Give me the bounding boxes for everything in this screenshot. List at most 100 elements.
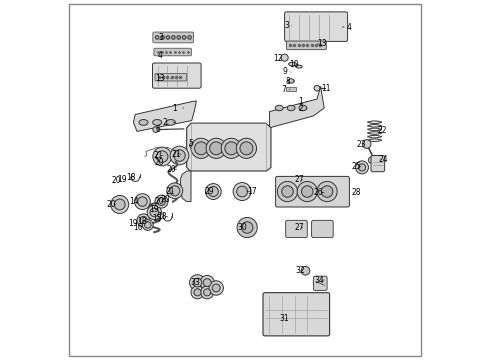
Text: 13: 13	[318, 40, 327, 49]
Text: 11: 11	[321, 84, 331, 93]
FancyBboxPatch shape	[263, 293, 330, 336]
Circle shape	[237, 186, 247, 197]
Text: 19: 19	[117, 175, 127, 184]
Text: 18: 18	[138, 217, 148, 226]
Circle shape	[210, 142, 222, 155]
Text: 21: 21	[165, 187, 175, 196]
Circle shape	[150, 208, 159, 217]
Circle shape	[301, 266, 310, 275]
Text: 27: 27	[294, 223, 304, 232]
Ellipse shape	[368, 157, 377, 164]
Text: 7: 7	[281, 85, 290, 94]
Circle shape	[170, 146, 189, 165]
Bar	[286, 87, 296, 91]
Circle shape	[182, 36, 186, 39]
Circle shape	[277, 181, 297, 202]
Text: 16: 16	[133, 223, 143, 232]
Text: 10: 10	[289, 60, 298, 69]
Circle shape	[206, 138, 226, 158]
FancyBboxPatch shape	[285, 12, 347, 41]
FancyBboxPatch shape	[286, 220, 307, 238]
Circle shape	[233, 183, 251, 201]
Text: 19: 19	[128, 219, 138, 228]
Circle shape	[201, 286, 214, 299]
Polygon shape	[133, 101, 196, 131]
Circle shape	[147, 205, 162, 220]
Bar	[191, 123, 266, 170]
Circle shape	[195, 142, 208, 155]
Circle shape	[167, 183, 183, 199]
FancyBboxPatch shape	[275, 176, 349, 207]
Circle shape	[204, 289, 211, 296]
Circle shape	[209, 281, 223, 295]
Ellipse shape	[289, 62, 296, 66]
Text: 20: 20	[154, 197, 164, 206]
Circle shape	[200, 275, 215, 290]
Text: 24: 24	[379, 154, 389, 163]
Circle shape	[143, 220, 153, 230]
Circle shape	[205, 184, 221, 199]
Text: 26: 26	[314, 188, 324, 197]
Text: 9: 9	[283, 68, 291, 77]
Text: 5: 5	[189, 139, 194, 148]
Text: 14: 14	[129, 197, 139, 206]
Polygon shape	[187, 123, 271, 171]
Circle shape	[155, 36, 159, 39]
FancyBboxPatch shape	[154, 48, 192, 56]
Ellipse shape	[287, 105, 295, 111]
Text: 18: 18	[157, 212, 168, 221]
Polygon shape	[180, 171, 191, 202]
Circle shape	[236, 138, 257, 158]
FancyBboxPatch shape	[312, 220, 333, 238]
Circle shape	[358, 164, 366, 171]
Text: 3: 3	[158, 33, 169, 42]
Circle shape	[138, 197, 147, 206]
FancyBboxPatch shape	[286, 41, 326, 50]
Text: 4: 4	[342, 22, 352, 31]
Text: 23: 23	[356, 140, 366, 149]
FancyBboxPatch shape	[152, 63, 201, 88]
Circle shape	[221, 138, 242, 158]
Circle shape	[114, 199, 125, 210]
Circle shape	[161, 36, 164, 39]
Text: 18: 18	[126, 173, 135, 181]
Text: 22: 22	[377, 126, 387, 135]
Circle shape	[281, 54, 288, 61]
Circle shape	[156, 151, 168, 162]
Text: 27: 27	[294, 175, 304, 184]
Circle shape	[203, 279, 211, 287]
Circle shape	[194, 289, 201, 296]
Circle shape	[111, 195, 129, 213]
FancyBboxPatch shape	[314, 276, 327, 291]
Circle shape	[191, 138, 211, 158]
Ellipse shape	[296, 65, 302, 68]
Text: 29: 29	[205, 187, 215, 196]
Circle shape	[212, 284, 220, 292]
Circle shape	[190, 143, 195, 148]
Text: 3: 3	[284, 21, 292, 30]
Ellipse shape	[288, 79, 294, 83]
FancyBboxPatch shape	[371, 156, 385, 172]
Text: 15: 15	[152, 214, 162, 223]
Circle shape	[153, 147, 172, 166]
Circle shape	[153, 127, 159, 132]
Circle shape	[170, 186, 180, 196]
Circle shape	[301, 186, 313, 197]
Text: 31: 31	[279, 314, 289, 323]
FancyBboxPatch shape	[155, 73, 187, 81]
Circle shape	[137, 214, 150, 227]
Circle shape	[191, 286, 204, 299]
Text: 2: 2	[163, 118, 175, 127]
Text: 20: 20	[107, 200, 117, 209]
Text: 30: 30	[237, 223, 247, 232]
Ellipse shape	[139, 120, 148, 125]
Text: 8: 8	[285, 77, 294, 85]
Text: 1: 1	[298, 97, 307, 106]
Ellipse shape	[153, 120, 162, 125]
Circle shape	[242, 222, 253, 233]
Circle shape	[166, 36, 170, 39]
Circle shape	[314, 85, 320, 91]
Circle shape	[174, 150, 185, 161]
Text: 13: 13	[156, 74, 171, 83]
Circle shape	[321, 186, 333, 197]
